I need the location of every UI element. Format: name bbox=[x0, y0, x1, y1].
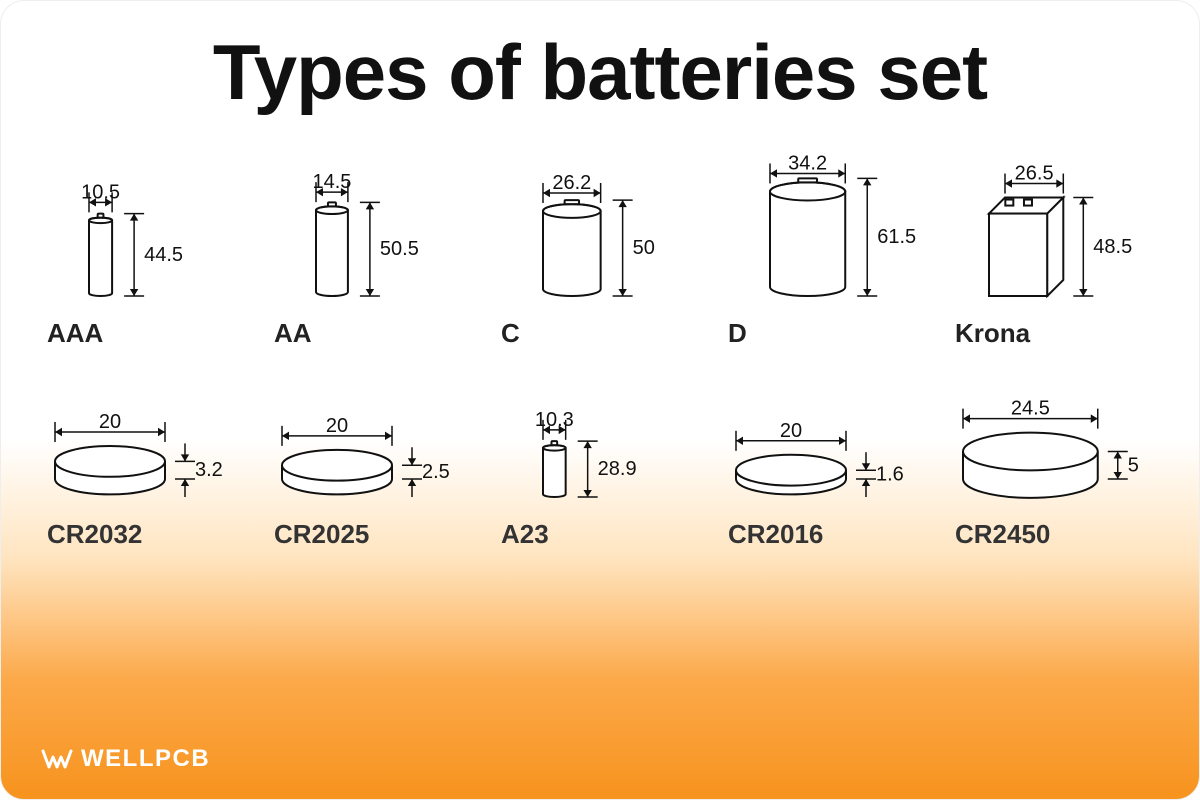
battery-label: CR2025 bbox=[268, 519, 369, 550]
battery-row-top: 10.5 44.5 AAA 14.5 50.5 AA bbox=[41, 138, 1159, 349]
battery-cell: 20 1.6 CR2016 bbox=[722, 379, 932, 550]
battery-rows: 10.5 44.5 AAA 14.5 50.5 AA bbox=[41, 138, 1159, 550]
svg-text:24.5: 24.5 bbox=[1011, 398, 1050, 420]
svg-text:5: 5 bbox=[1128, 454, 1139, 476]
battery-label: AAA bbox=[41, 318, 103, 349]
battery-diagram: 20 3.2 bbox=[41, 379, 251, 509]
svg-text:1.6: 1.6 bbox=[876, 464, 904, 486]
battery-cell: 20 3.2 CR2032 bbox=[41, 379, 251, 550]
battery-diagram: 14.5 50.5 bbox=[268, 138, 478, 308]
battery-cell: 24.5 5 CR2450 bbox=[949, 379, 1159, 550]
battery-diagram: 10.3 28.9 bbox=[495, 379, 705, 509]
svg-text:14.5: 14.5 bbox=[312, 171, 351, 193]
battery-diagram: 26.5 48.5 bbox=[949, 138, 1159, 308]
brand-name: WELLPCB bbox=[81, 745, 210, 773]
battery-diagram: 20 1.6 bbox=[722, 379, 932, 509]
battery-cell: 10.5 44.5 AAA bbox=[41, 138, 251, 349]
svg-text:50.5: 50.5 bbox=[380, 238, 419, 260]
battery-cell: 26.5 48.5 Krona bbox=[949, 138, 1159, 349]
infographic-card: Types of batteries set 10.5 44.5 AAA 14.… bbox=[0, 0, 1200, 800]
battery-label: Krona bbox=[949, 318, 1030, 349]
svg-text:34.2: 34.2 bbox=[788, 152, 827, 174]
battery-row-bottom: 20 3.2 CR2032 20 2.5 CR2025 bbox=[41, 379, 1159, 550]
svg-text:20: 20 bbox=[780, 420, 802, 442]
battery-diagram: 20 2.5 bbox=[268, 379, 478, 509]
battery-label: CR2450 bbox=[949, 519, 1050, 550]
battery-label: A23 bbox=[495, 519, 549, 550]
svg-text:44.5: 44.5 bbox=[144, 244, 183, 266]
svg-text:50: 50 bbox=[633, 237, 655, 259]
svg-text:20: 20 bbox=[99, 411, 121, 433]
battery-cell: 10.3 28.9 A23 bbox=[495, 379, 705, 550]
battery-cell: 14.5 50.5 AA bbox=[268, 138, 478, 349]
battery-cell: 26.2 50 C bbox=[495, 138, 705, 349]
battery-diagram: 26.2 50 bbox=[495, 138, 705, 308]
main-title: Types of batteries set bbox=[41, 27, 1159, 118]
svg-text:10.5: 10.5 bbox=[81, 181, 120, 203]
battery-cell: 34.2 61.5 D bbox=[722, 138, 932, 349]
svg-text:26.2: 26.2 bbox=[552, 172, 591, 194]
svg-text:3.2: 3.2 bbox=[195, 459, 223, 481]
battery-diagram: 10.5 44.5 bbox=[41, 138, 251, 308]
svg-text:26.5: 26.5 bbox=[1015, 163, 1054, 185]
battery-diagram: 24.5 5 bbox=[949, 379, 1159, 509]
battery-label: C bbox=[495, 318, 520, 349]
svg-text:2.5: 2.5 bbox=[422, 461, 450, 483]
battery-label: D bbox=[722, 318, 747, 349]
battery-cell: 20 2.5 CR2025 bbox=[268, 379, 478, 550]
battery-diagram: 34.2 61.5 bbox=[722, 138, 932, 308]
svg-text:61.5: 61.5 bbox=[877, 226, 916, 248]
battery-label: AA bbox=[268, 318, 312, 349]
battery-label: CR2016 bbox=[722, 519, 823, 550]
svg-text:10.3: 10.3 bbox=[535, 409, 574, 431]
brand-footer: WELLPCB bbox=[41, 743, 210, 775]
battery-label: CR2032 bbox=[41, 519, 142, 550]
svg-text:20: 20 bbox=[326, 415, 348, 437]
svg-text:28.9: 28.9 bbox=[598, 458, 637, 480]
svg-text:48.5: 48.5 bbox=[1093, 236, 1132, 258]
brand-logo-icon bbox=[41, 743, 73, 775]
